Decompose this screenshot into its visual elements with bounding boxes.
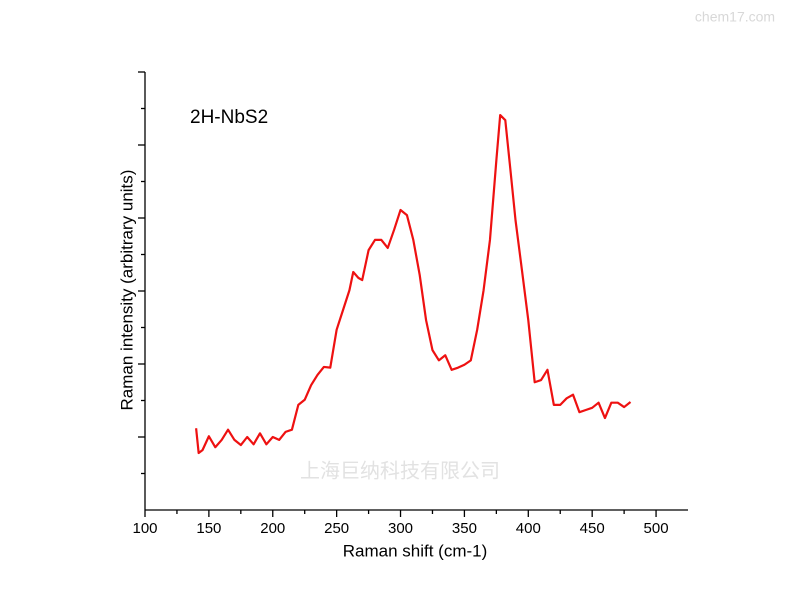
x-tick-label: 500 bbox=[644, 520, 669, 537]
x-tick-label: 400 bbox=[516, 520, 541, 537]
x-axis-title: Raman shift (cm-1) bbox=[343, 541, 488, 560]
x-tick-label: 200 bbox=[260, 520, 285, 537]
annotation: 2H-NbS2 bbox=[190, 107, 268, 128]
x-tick-label: 250 bbox=[324, 520, 349, 537]
y-axis-title: Raman intensity (arbitrary units) bbox=[117, 170, 136, 411]
x-tick-label: 300 bbox=[388, 520, 413, 537]
line-series bbox=[195, 113, 632, 455]
watermark: 上海巨纳科技有限公司 bbox=[300, 459, 500, 482]
watermark: chem17.com bbox=[695, 9, 775, 25]
x-tick-label: 150 bbox=[196, 520, 221, 537]
x-tick-label: 100 bbox=[132, 520, 157, 537]
x-tick-label: 350 bbox=[452, 520, 477, 537]
x-tick-label: 450 bbox=[580, 520, 605, 537]
